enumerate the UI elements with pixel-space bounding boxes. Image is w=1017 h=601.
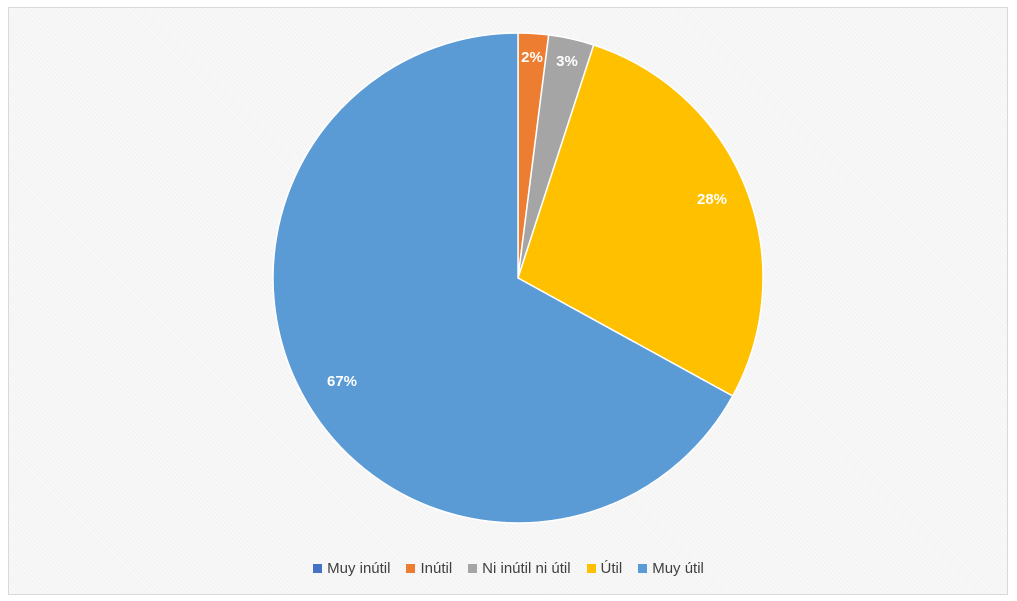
legend-label-util: Útil bbox=[600, 560, 623, 577]
pie-slice-muy-util bbox=[272, 32, 734, 524]
legend-item-inutil: Inútil bbox=[406, 560, 452, 577]
data-label-util: 28% bbox=[697, 191, 727, 208]
data-label-muy-util: 67% bbox=[327, 373, 357, 390]
legend-swatch-muy-inutil bbox=[313, 564, 323, 573]
legend-item-muy-inutil: Muy inútil bbox=[313, 560, 390, 577]
legend-swatch-ni-inutil-ni-util bbox=[468, 564, 478, 573]
legend-label-muy-util: Muy útil bbox=[652, 560, 704, 577]
data-label-inutil: 2% bbox=[521, 49, 543, 66]
legend-item-muy-util: Muy útil bbox=[638, 560, 704, 577]
legend-label-ni-inutil-ni-util: Ni inútil ni útil bbox=[482, 560, 571, 577]
chart-legend: Muy inútil Inútil Ni inútil ni útil Útil… bbox=[0, 560, 1017, 577]
pie-slice-util bbox=[517, 44, 764, 398]
data-label-ni-inutil-ni-util: 3% bbox=[556, 53, 578, 70]
legend-swatch-muy-util bbox=[638, 564, 648, 573]
legend-item-util: Útil bbox=[586, 560, 623, 577]
legend-swatch-inutil bbox=[406, 564, 416, 573]
legend-label-muy-inutil: Muy inútil bbox=[327, 560, 391, 577]
legend-label-inutil: Inútil bbox=[420, 560, 453, 577]
legend-item-ni-inutil-ni-util: Ni inútil ni útil bbox=[468, 560, 571, 577]
legend-swatch-util bbox=[586, 564, 596, 573]
